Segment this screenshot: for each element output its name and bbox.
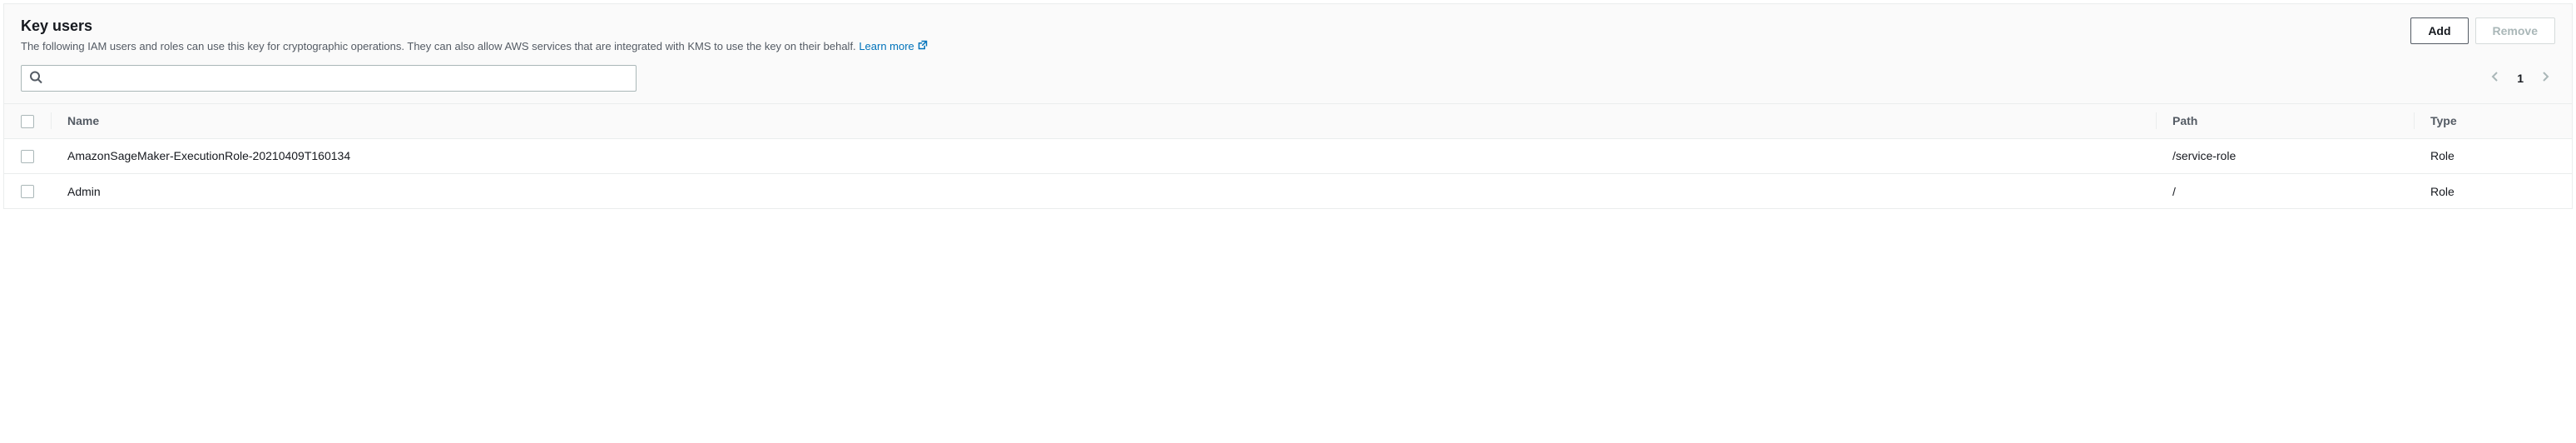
cell-name: Admin [51,174,2156,209]
col-header-path[interactable]: Path [2156,103,2414,138]
cell-path: / [2156,174,2414,209]
current-page: 1 [2517,72,2524,85]
next-page-button[interactable] [2535,67,2555,89]
learn-more-link[interactable]: Learn more [859,38,927,55]
row-checkbox[interactable] [21,185,34,198]
col-header-type[interactable]: Type [2414,103,2572,138]
search-wrap [21,65,637,92]
cell-name: AmazonSageMaker-ExecutionRole-20210409T1… [51,138,2156,173]
learn-more-label: Learn more [859,38,914,55]
chevron-left-icon [2489,70,2502,86]
remove-button[interactable]: Remove [2475,17,2555,44]
pagination: 1 [2485,67,2555,89]
add-button[interactable]: Add [2410,17,2468,44]
select-all-checkbox[interactable] [21,115,34,128]
search-input[interactable] [21,65,637,92]
tools-row: 1 [4,55,2572,103]
cell-path: /service-role [2156,138,2414,173]
row-checkbox[interactable] [21,150,34,163]
panel-title: Key users [21,17,2410,35]
cell-type: Role [2414,174,2572,209]
external-link-icon [918,38,928,55]
subtitle-text: The following IAM users and roles can us… [21,40,856,52]
col-select-all [4,103,51,138]
cell-type: Role [2414,138,2572,173]
key-users-panel: Key users The following IAM users and ro… [3,3,2573,209]
header-actions: Add Remove [2410,17,2555,44]
table-header-row: Name Path Type [4,103,2572,138]
chevron-right-icon [2539,70,2552,86]
col-header-name[interactable]: Name [51,103,2156,138]
table-row: AmazonSageMaker-ExecutionRole-20210409T1… [4,138,2572,173]
prev-page-button[interactable] [2485,67,2505,89]
panel-header: Key users The following IAM users and ro… [4,4,2572,55]
title-block: Key users The following IAM users and ro… [21,17,2410,55]
panel-subtitle: The following IAM users and roles can us… [21,38,2410,55]
table-row: Admin / Role [4,174,2572,209]
key-users-table: Name Path Type AmazonSageMaker-Execution… [4,103,2572,209]
